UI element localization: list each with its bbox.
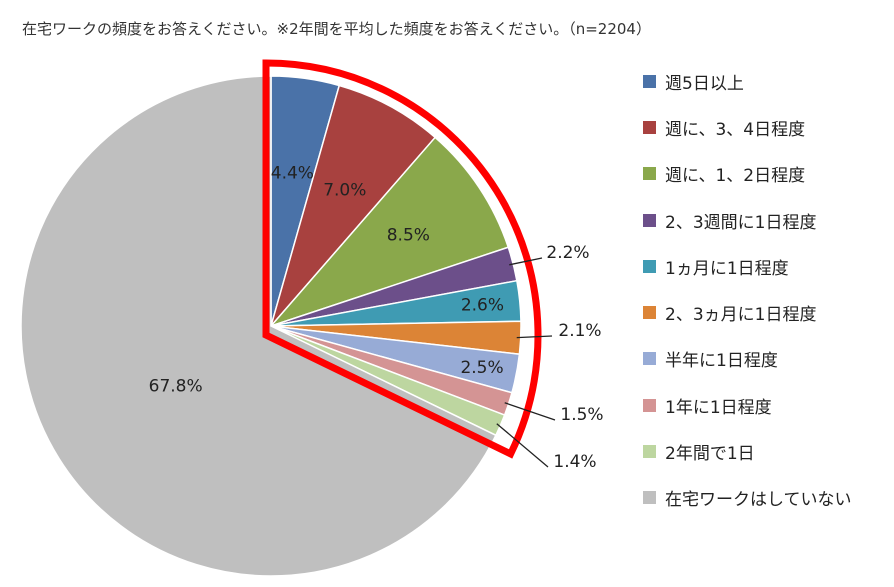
slice-value-label: 2.2% xyxy=(546,243,589,263)
highlight-frame xyxy=(262,59,542,459)
legend-label: 週に、1、2日程度 xyxy=(665,166,806,187)
legend-swatch xyxy=(643,74,656,88)
legend-item: 在宅ワークはしていない xyxy=(643,475,888,521)
legend-item: 2、3ヵ月に1日程度 xyxy=(643,289,888,335)
slice-value-label: 4.4% xyxy=(271,163,314,183)
legend-item: 2年間で1日 xyxy=(643,428,888,474)
legend-item: 半年に1日程度 xyxy=(643,336,888,382)
legend-item: 週に、1、2日程度 xyxy=(643,151,888,197)
legend-label: 2、3ヵ月に1日程度 xyxy=(665,305,817,326)
slice-value-label: 2.1% xyxy=(558,321,601,341)
legend: 週5日以上週に、3、4日程度 週に、1、2日程度 2、3週間に1日程度 1ヵ月に1日程… xyxy=(643,58,888,521)
legend-swatch xyxy=(643,167,656,181)
legend-item: 週5日以上 xyxy=(643,58,888,104)
leader-line xyxy=(516,335,553,339)
legend-label: 2、3週間に1日程度 xyxy=(665,212,817,233)
legend-swatch xyxy=(643,306,656,320)
pie-slices xyxy=(20,75,522,577)
leader-line xyxy=(496,423,549,468)
legend-swatch xyxy=(643,120,656,134)
legend-label: 半年に1日程度 xyxy=(665,351,778,372)
pie-slice xyxy=(270,84,437,327)
slice-labels: 4.4% 7.0% 8.5% 2.2% 2.6% 2.1% 2.5% 1.5% 1.4% 67.8… xyxy=(149,163,604,472)
legend-item: 週に、3、4日程度 xyxy=(643,104,888,150)
slice-value-label: 1.5% xyxy=(560,405,603,425)
legend-swatch xyxy=(643,259,656,273)
legend-label: 週5日以上 xyxy=(665,73,744,94)
chart-title: 在宅ワークの頻度をお答えください。※2年間を平均した頻度をお答えください。（n=… xyxy=(22,20,651,38)
leader-lines xyxy=(496,257,556,468)
legend-item: 1ヵ月に1日程度 xyxy=(643,243,888,289)
legend-swatch xyxy=(643,491,656,505)
slice-value-label: 7.0% xyxy=(323,181,366,201)
slice-value-label: 1.4% xyxy=(553,452,596,472)
legend-swatch xyxy=(643,352,656,366)
legend-item: 1年に1日程度 xyxy=(643,382,888,428)
legend-item: 2、3週間に1日程度 xyxy=(643,197,888,243)
highlight-outline xyxy=(262,59,542,459)
legend-label: 週に、3、4日程度 xyxy=(665,119,806,140)
slice-value-label: 2.5% xyxy=(460,358,503,378)
legend-label: 1ヵ月に1日程度 xyxy=(665,258,789,279)
slice-value-label: 8.5% xyxy=(387,226,430,246)
slice-value-label: 2.6% xyxy=(461,296,504,316)
legend-label: 在宅ワークはしていない xyxy=(665,490,852,511)
legend-swatch xyxy=(643,445,656,459)
legend-label: 1年に1日程度 xyxy=(665,397,772,418)
legend-swatch xyxy=(643,213,656,227)
legend-swatch xyxy=(643,398,656,412)
leader-line xyxy=(509,257,543,266)
leader-line xyxy=(504,402,556,421)
pie-slice xyxy=(20,75,497,577)
legend-label: 2年間で1日 xyxy=(665,444,755,465)
pie-slice xyxy=(268,136,510,328)
slice-value-label: 67.8% xyxy=(149,377,203,397)
